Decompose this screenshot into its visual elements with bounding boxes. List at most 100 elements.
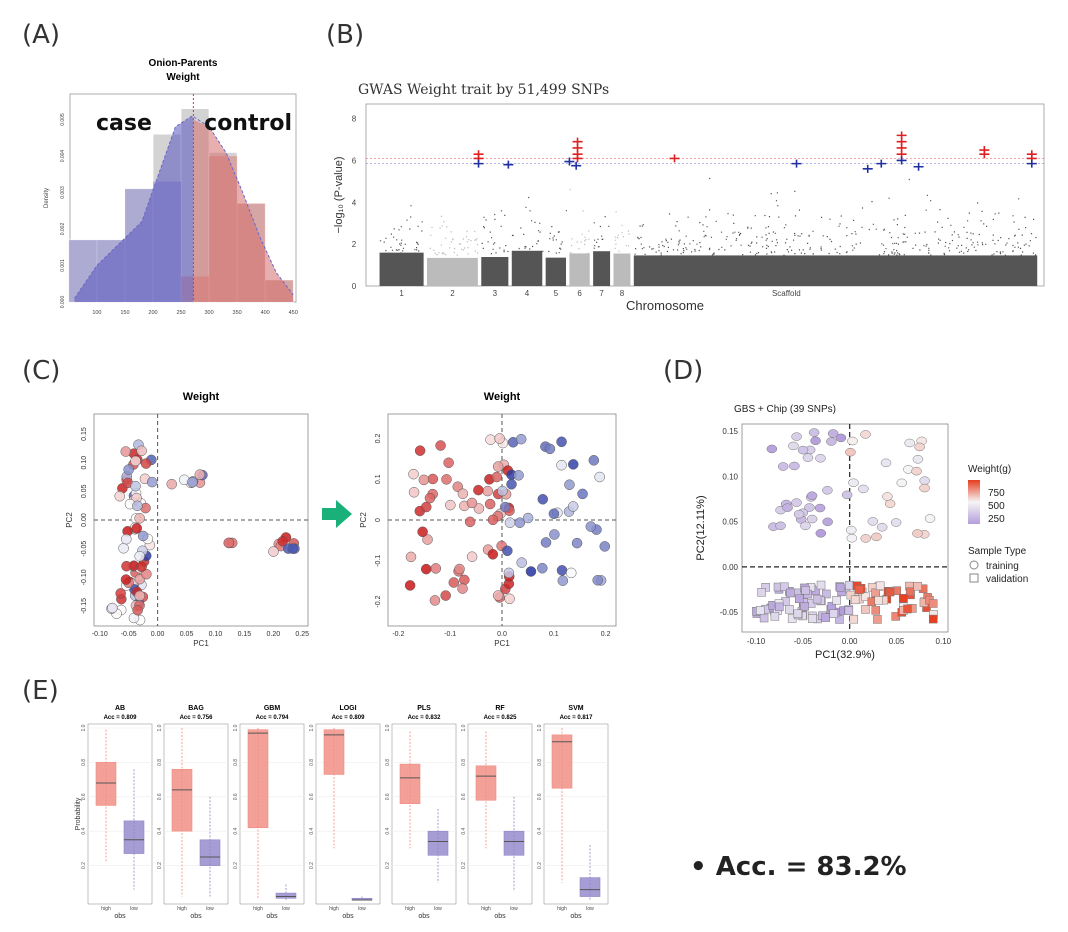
chart-c-point — [504, 517, 516, 528]
chart-e-category: high — [557, 906, 567, 912]
chart-d-validation-point — [905, 587, 915, 596]
chart-d-training-point — [860, 534, 871, 543]
chart-e-ytick: 0.6 — [233, 793, 239, 800]
chart-d-training-point — [806, 491, 818, 500]
chart-d-validation-point — [835, 583, 845, 592]
chart-d-training-point — [814, 503, 826, 513]
chart-b-xlabel: Chromosome — [626, 298, 704, 310]
chart-d-xtick: 0.05 — [889, 637, 905, 646]
chart-d-validation-point — [757, 588, 766, 597]
chart-e-category: high — [481, 906, 491, 912]
chart-d-validation-key — [969, 573, 979, 583]
chart-c-xtick: 0.20 — [266, 631, 280, 638]
chart-c-ytick: -0.2 — [375, 595, 382, 607]
chart-c-point — [466, 497, 478, 509]
chart-d-legend-value: 500 — [988, 501, 1005, 512]
chart-c-point — [107, 602, 118, 614]
chart-d-ytick: 0.15 — [722, 427, 738, 436]
chart-c-point — [502, 545, 513, 557]
chart-c-point — [418, 474, 430, 486]
chart-d-training-point — [919, 483, 930, 493]
chart-e-box — [579, 877, 601, 897]
chart-d-training-point — [815, 529, 827, 538]
chart-e-model-name: LOGI — [339, 705, 356, 712]
chart-d-ytick: 0.05 — [722, 518, 738, 527]
chart-c-point — [466, 551, 478, 562]
chart-c-point — [141, 568, 152, 580]
chart-d-training-point — [841, 490, 853, 500]
chart-e-category: low — [130, 906, 138, 912]
chart-c-point — [548, 508, 560, 520]
chart-c-ylabel: PC2 — [65, 512, 74, 528]
chart-c-point — [408, 486, 420, 498]
chart-a-density-line — [74, 115, 294, 299]
chart-e-ytick: 1.0 — [537, 724, 543, 731]
chart-d-training-point — [876, 522, 888, 532]
chart-c-ylabel: PC2 — [359, 512, 368, 528]
chart-a-ytick: 0.001 — [60, 259, 66, 272]
chart-a-case-label: case — [96, 111, 152, 136]
chart-b-blue-hit — [1026, 159, 1037, 168]
chart-c-xlabel: PC1 — [193, 639, 209, 648]
chart-e-ytick: 0.8 — [461, 759, 467, 766]
chart-d-training-point — [808, 428, 820, 437]
chart-c-xtick: 0.25 — [295, 631, 309, 638]
chart-b-chrom-label: 4 — [525, 289, 530, 298]
chart-e-ytick: 1.0 — [81, 724, 87, 731]
chart-d-training-point — [766, 444, 778, 454]
chart-d-training-point — [806, 514, 818, 524]
chart-c-point — [277, 535, 288, 547]
chart-c-title: Weight — [183, 391, 220, 403]
chart-c-point — [588, 455, 600, 466]
chart-d-training-point — [791, 432, 802, 441]
chart-c-point — [424, 492, 436, 504]
chart-c-point — [187, 477, 198, 488]
chart-e-box — [95, 762, 117, 806]
chart-c-point — [484, 498, 496, 510]
chart-d-training-point — [848, 478, 859, 487]
chart-d-xtick: -0.10 — [747, 637, 766, 646]
chart-d-training-point — [858, 484, 869, 494]
chart-d-validation-point — [903, 604, 912, 614]
chart-e-model-acc: Acc = 0.832 — [408, 715, 442, 721]
chart-d-validation-point — [849, 614, 859, 624]
chart-e-ytick: 0.4 — [233, 828, 239, 835]
chart-c-ytick: 0.00 — [81, 513, 88, 527]
chart-c-xtick: 0.15 — [238, 631, 252, 638]
chart-e-category: low — [282, 906, 290, 912]
chart-c-point — [592, 574, 603, 586]
chart-e-box — [247, 729, 269, 829]
chart-c-point — [491, 471, 503, 483]
chart-d-validation-point — [928, 599, 938, 608]
chart-d-validation-point — [873, 615, 882, 624]
chart-e-box — [323, 729, 345, 775]
chart-d-validation-point — [861, 605, 870, 614]
chart-d-training-point — [804, 503, 815, 512]
chart-e-xlabel: obs — [418, 913, 430, 920]
chart-c-point — [121, 533, 132, 545]
chart-b-chromosome-band — [613, 253, 631, 286]
chart-d-training-point — [847, 436, 858, 446]
chart-c-point — [487, 549, 499, 560]
chart-b-red-hit — [572, 154, 583, 163]
chart-c-xtick: -0.2 — [392, 631, 404, 638]
chart-d-training-point — [914, 442, 925, 452]
chart-b-blue-hit — [791, 159, 802, 168]
chart-d-validation-point — [899, 594, 908, 603]
chart-c-point — [132, 500, 143, 512]
chart-c-point — [166, 478, 177, 490]
chart-d-training-point — [912, 455, 924, 464]
chart-e-ytick: 0.4 — [81, 828, 87, 835]
chart-a-subtitle: Weight — [166, 72, 200, 83]
chart-e-category: high — [177, 906, 187, 912]
chart-e-ytick: 0.4 — [157, 828, 163, 835]
chart-e-ytick: 0.2 — [81, 862, 87, 869]
chart-e-ytick: 1.0 — [309, 724, 315, 731]
chart-b-red-hit — [669, 154, 680, 163]
chart-c-point — [132, 604, 143, 616]
chart-c-point — [146, 476, 158, 488]
chart-c-point — [417, 526, 428, 538]
chart-c-point — [427, 473, 439, 485]
chart-c-point — [567, 501, 579, 512]
chart-d-training-point — [777, 462, 789, 471]
